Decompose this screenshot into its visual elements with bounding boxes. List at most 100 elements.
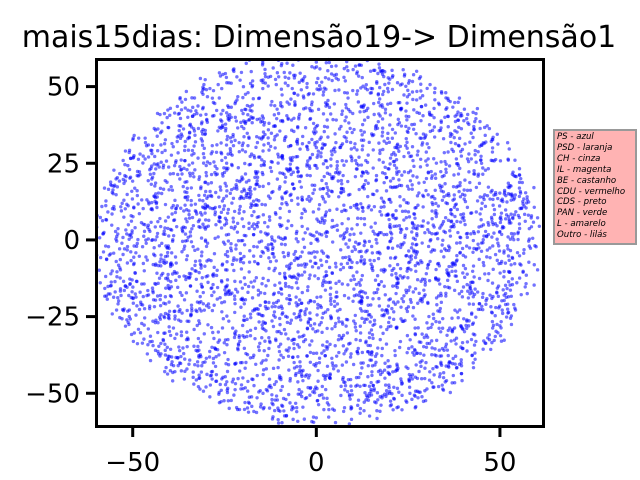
scatter-point xyxy=(129,214,133,218)
scatter-point xyxy=(400,296,404,301)
scatter-point xyxy=(168,333,173,338)
scatter-point xyxy=(395,277,400,281)
scatter-point xyxy=(198,387,202,391)
scatter-point xyxy=(504,193,508,198)
scatter-point xyxy=(289,118,294,122)
scatter-point xyxy=(280,306,284,311)
scatter-point xyxy=(182,244,187,248)
scatter-point xyxy=(412,347,417,352)
scatter-point xyxy=(505,286,509,291)
scatter-point xyxy=(432,157,436,161)
scatter-point xyxy=(302,107,306,111)
scatter-point xyxy=(355,71,359,76)
scatter-point xyxy=(259,78,263,83)
scatter-point xyxy=(388,230,393,234)
scatter-point xyxy=(141,154,145,158)
scatter-point xyxy=(529,214,534,218)
scatter-point xyxy=(332,299,337,304)
scatter-point xyxy=(295,137,300,142)
scatter-point xyxy=(435,262,440,266)
scatter-point xyxy=(430,346,434,350)
scatter-point xyxy=(292,252,296,256)
scatter-point xyxy=(370,133,375,138)
scatter-point xyxy=(171,326,176,330)
scatter-point xyxy=(493,334,498,339)
scatter-point xyxy=(391,215,395,219)
scatter-point xyxy=(456,100,460,105)
scatter-point xyxy=(439,189,443,193)
scatter-point xyxy=(309,241,313,246)
scatter-point xyxy=(176,304,180,308)
scatter-point xyxy=(370,370,374,374)
scatter-point xyxy=(375,380,379,384)
scatter-point xyxy=(333,304,337,308)
scatter-point xyxy=(153,184,157,188)
scatter-point xyxy=(516,213,520,218)
scatter-point xyxy=(458,241,462,245)
scatter-point xyxy=(296,196,300,200)
scatter-point xyxy=(230,326,235,330)
scatter-point xyxy=(261,149,265,153)
scatter-point xyxy=(389,200,393,204)
scatter-point xyxy=(414,131,418,136)
scatter-point xyxy=(353,247,358,252)
scatter-point xyxy=(490,235,494,239)
scatter-point xyxy=(395,362,399,366)
scatter-point xyxy=(308,273,312,277)
scatter-point xyxy=(331,363,335,368)
scatter-point xyxy=(199,185,203,189)
scatter-point xyxy=(246,410,251,414)
scatter-point xyxy=(160,191,164,196)
scatter-point xyxy=(439,126,443,130)
scatter-point xyxy=(374,123,379,128)
scatter-point xyxy=(163,261,167,266)
scatter-point xyxy=(229,225,234,230)
scatter-point xyxy=(439,160,443,164)
scatter-point xyxy=(308,109,313,113)
scatter-point xyxy=(196,364,200,368)
scatter-point xyxy=(325,364,330,368)
scatter-point xyxy=(191,105,195,110)
scatter-point xyxy=(182,166,186,171)
scatter-point xyxy=(502,269,506,274)
scatter-point xyxy=(202,146,206,151)
scatter-point xyxy=(378,151,382,156)
scatter-point xyxy=(481,291,485,296)
scatter-point xyxy=(230,262,235,267)
scatter-point xyxy=(421,132,426,136)
scatter-point xyxy=(256,288,261,293)
scatter-point xyxy=(425,335,430,339)
scatter-point xyxy=(429,195,434,199)
scatter-point xyxy=(384,175,389,180)
scatter-point xyxy=(291,337,296,342)
scatter-point xyxy=(276,111,281,116)
scatter-point xyxy=(124,228,128,232)
scatter-point xyxy=(214,372,219,377)
scatter-point xyxy=(373,68,377,73)
scatter-point xyxy=(441,137,446,141)
scatter-point xyxy=(329,315,334,320)
scatter-point xyxy=(167,188,171,192)
scatter-point xyxy=(297,387,301,392)
scatter-point xyxy=(185,190,189,195)
scatter-point xyxy=(373,278,378,282)
scatter-point xyxy=(256,307,260,311)
scatter-point xyxy=(221,317,226,321)
scatter-point xyxy=(362,217,367,221)
scatter-point xyxy=(211,88,216,93)
scatter-point xyxy=(201,199,205,203)
scatter-point xyxy=(188,174,192,178)
scatter-point xyxy=(522,212,527,217)
scatter-point xyxy=(297,298,302,302)
scatter-point xyxy=(273,398,277,402)
scatter-point xyxy=(405,309,410,314)
scatter-point xyxy=(214,379,218,383)
scatter-point xyxy=(154,167,158,171)
scatter-point xyxy=(434,209,438,213)
scatter-point xyxy=(217,195,221,199)
scatter-point xyxy=(431,366,435,371)
scatter-point xyxy=(213,364,218,369)
scatter-point xyxy=(149,207,153,211)
scatter-point xyxy=(167,234,171,238)
scatter-point xyxy=(169,153,174,157)
